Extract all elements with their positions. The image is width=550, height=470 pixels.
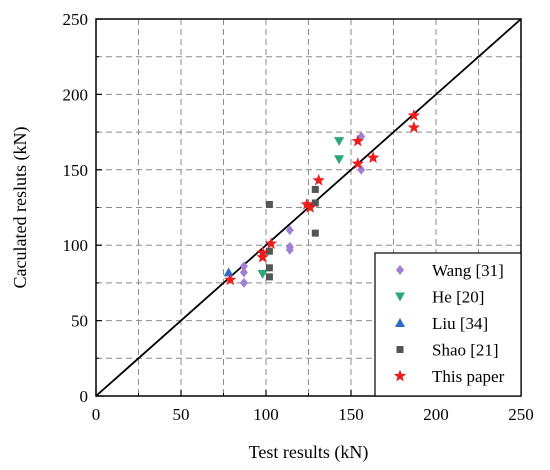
data-point-triangle-down [257, 269, 268, 279]
x-tick-label: 50 [173, 405, 190, 424]
data-point-star [407, 121, 421, 133]
series-4 [224, 109, 421, 286]
data-point-triangle-up [223, 267, 234, 277]
legend-marker-star [393, 369, 407, 382]
x-tick-label: 150 [338, 405, 364, 424]
data-point-square [265, 247, 273, 255]
data-point-square [311, 185, 319, 193]
y-axis-label: Caculated resluts (kN) [10, 127, 31, 289]
y-tick-label: 100 [63, 236, 89, 255]
y-tick-label: 200 [63, 85, 89, 104]
x-tick-label: 100 [253, 405, 279, 424]
legend-label: Liu [34] [432, 314, 488, 333]
legend-marker-diamond [396, 265, 404, 275]
data-point-square [311, 229, 319, 237]
data-point-square [265, 200, 273, 208]
data-point-star [407, 109, 421, 121]
data-point-diamond [239, 277, 248, 288]
y-tick-label: 50 [71, 312, 88, 331]
series-0 [239, 131, 366, 288]
legend-label: Shao [21] [432, 341, 499, 360]
data-point-star [351, 134, 364, 147]
data-point-diamond [285, 244, 294, 255]
x-tick-label: 200 [423, 405, 449, 424]
x-tick-label: 0 [92, 405, 101, 424]
data-point-diamond [239, 261, 248, 272]
data-point-triangle-down [334, 137, 345, 147]
x-axis-label: Test results (kN) [249, 442, 369, 463]
legend-label: Wang [31] [432, 261, 504, 280]
data-point-star [256, 250, 269, 263]
x-tick-label: 250 [508, 405, 534, 424]
series-3 [265, 185, 319, 281]
legend-label: He [20] [432, 288, 484, 307]
legend-marker-square [396, 346, 404, 353]
data-point-star [312, 173, 325, 186]
y-tick-label: 0 [80, 387, 89, 406]
data-point-star [366, 151, 380, 163]
y-tick-label: 150 [63, 161, 89, 180]
legend-marker-triangle-up [395, 318, 405, 327]
data-point-diamond [285, 225, 294, 236]
data-point-star [300, 197, 313, 210]
legend-label: This paper [432, 367, 505, 386]
data-point-diamond [239, 267, 248, 278]
axis-ticks: 0 50 100 150 200 250 0 50 100 150 200 250 [63, 10, 534, 424]
data-point-star [351, 157, 364, 170]
data-point-star [264, 237, 278, 249]
data-point-triangle-down [334, 155, 345, 165]
data-point-square [265, 264, 273, 272]
series-2 [223, 267, 234, 277]
legend: Wang [31] He [20] Liu [34] Shao [21] This pa… [374, 252, 522, 397]
series-1 [257, 137, 345, 279]
data-point-star [224, 273, 237, 286]
data-points [223, 109, 421, 288]
data-point-star [304, 201, 317, 213]
data-point-square [265, 273, 273, 281]
legend-marker-triangle-down [395, 292, 405, 302]
y-tick-label: 250 [63, 10, 89, 29]
data-point-square [311, 199, 319, 207]
